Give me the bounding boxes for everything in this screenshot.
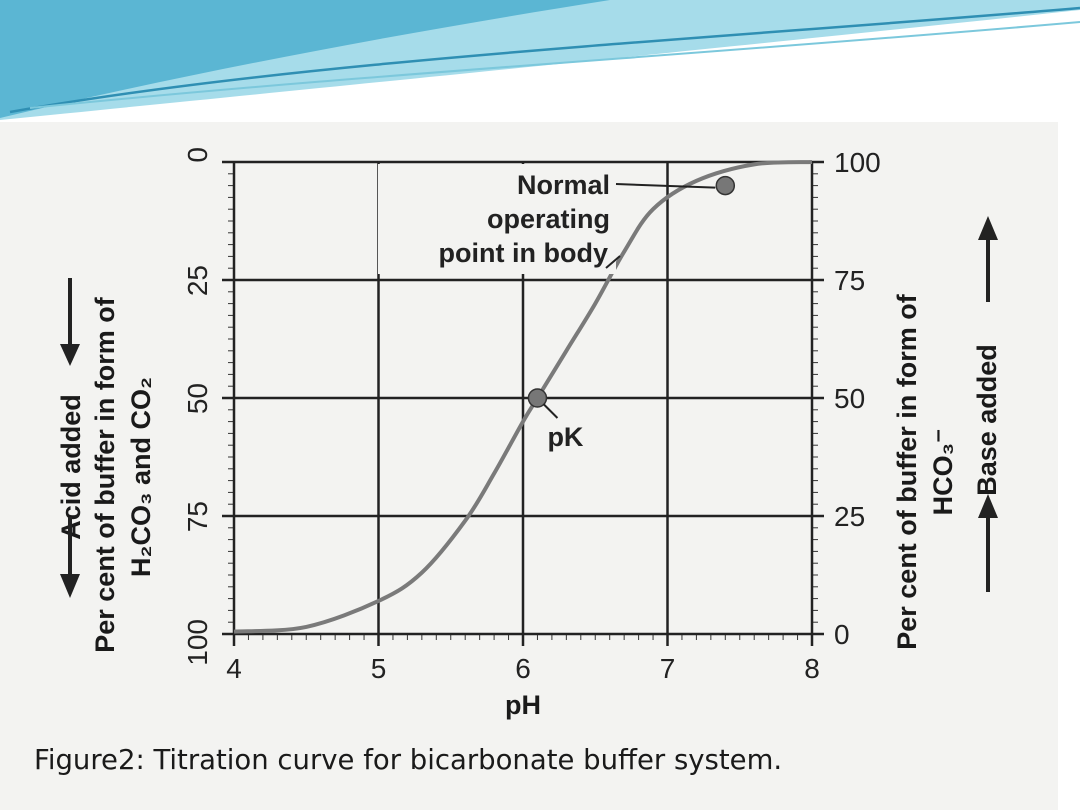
right-tick-label: 25 [834, 501, 865, 532]
left-tick-label: 100 [182, 619, 213, 666]
x-tick-label: 4 [226, 653, 242, 684]
normal-label-line3: point in body [439, 238, 608, 268]
acid-arrow-bottom-head [60, 574, 80, 598]
x-tick-label: 6 [515, 653, 531, 684]
left-tick-label: 75 [182, 501, 213, 532]
normal-leader-tail [605, 255, 621, 269]
x-tick-label: 8 [804, 653, 820, 684]
normal-leader-line [615, 183, 716, 189]
base-arrow-bottom-head [978, 494, 998, 518]
right-axis-title-3: Base added [972, 344, 1002, 496]
left-axis-title-1: Acid added [56, 394, 86, 540]
figure-caption: Figure2: Titration curve for bicarbonate… [34, 744, 783, 776]
right-axis-title-2: HCO₃⁻ [928, 429, 958, 516]
x-axis-title: pH [505, 690, 541, 720]
x-tick-label: 7 [660, 653, 676, 684]
right-tick-label: 0 [834, 619, 850, 650]
left-tick-label: 0 [182, 147, 213, 163]
right-tick-label: 100 [834, 147, 881, 178]
pk-label: pK [547, 422, 583, 452]
normal-label-line2: operating [487, 204, 610, 234]
right-axis-title-1: Per cent of buffer in form of [892, 293, 922, 650]
slide-header-swoosh [0, 0, 1080, 120]
normal-operating-point [715, 175, 736, 196]
right-tick-label: 50 [834, 383, 865, 414]
swoosh-line-1 [9, 6, 1080, 114]
base-arrow-top-head [978, 216, 998, 240]
left-tick-label: 50 [182, 383, 213, 414]
left-tick-label: 25 [182, 265, 213, 296]
pk-point [527, 388, 548, 408]
pk-leader-line [542, 403, 559, 419]
titration-chart: 4 5 6 7 802550751001007550250pKNormaloperati… [56, 147, 1002, 720]
acid-arrow-top-head [60, 344, 80, 366]
swoosh-dark-band [0, 0, 610, 118]
normal-label-line1: Normal [517, 170, 610, 200]
left-axis-title-3: H₂CO₃ and CO₂ [126, 377, 156, 577]
annotation-backing [378, 164, 616, 274]
left-axis-title-2: Per cent of buffer in form of [90, 296, 120, 653]
x-tick-label: 5 [371, 653, 387, 684]
swoosh-line-2 [29, 21, 1080, 109]
right-tick-label: 75 [834, 265, 865, 296]
